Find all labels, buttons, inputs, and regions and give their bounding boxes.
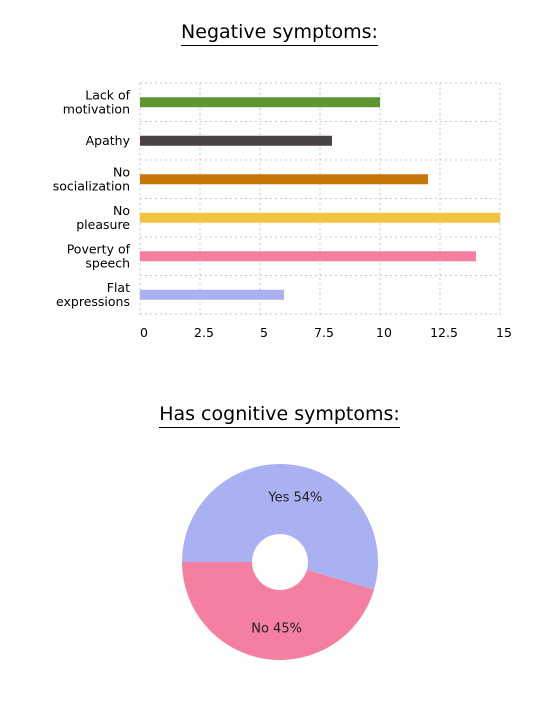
slice-label: No 45% xyxy=(251,621,302,636)
slice-label: Yes 54% xyxy=(267,491,322,506)
